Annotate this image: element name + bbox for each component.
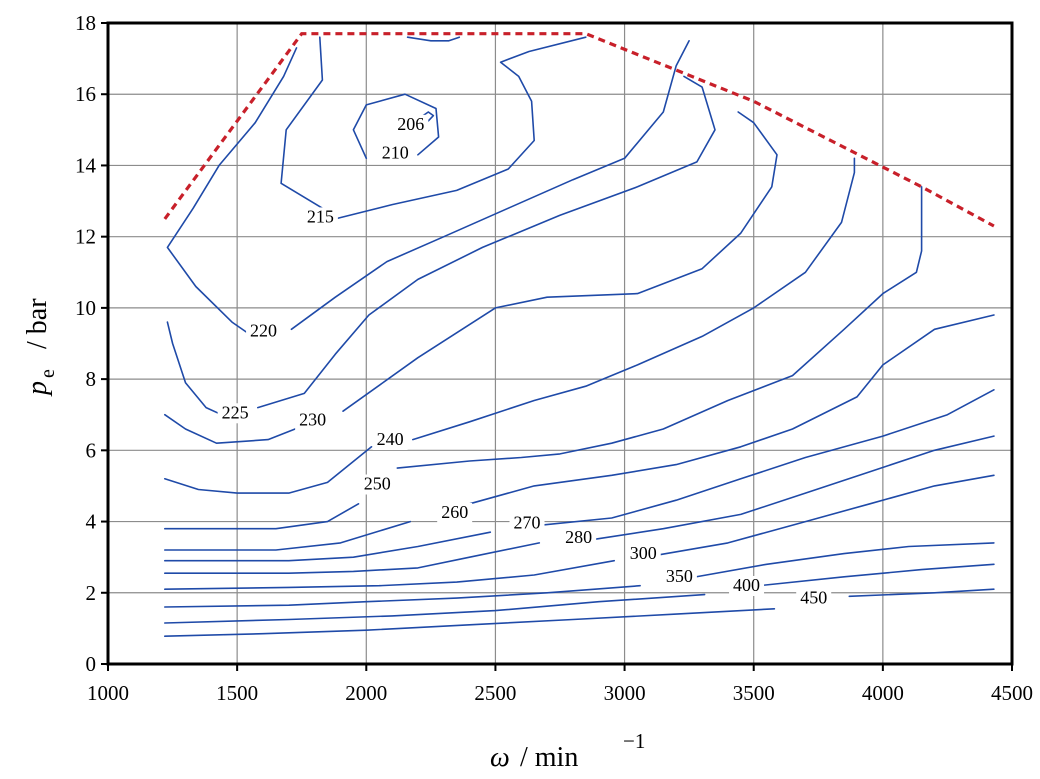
contour-label-350: 350 — [666, 566, 693, 586]
x-axis-symbol: ω — [490, 742, 510, 773]
contour-label-225: 225 — [222, 402, 249, 422]
x-axis-title: ω / min −1 — [490, 729, 645, 773]
contour-line-225 — [166, 321, 223, 416]
y-tick-label: 16 — [75, 82, 96, 106]
contour-line-300 — [164, 559, 615, 590]
contour-label-bg — [661, 567, 697, 588]
y-axis-symbol: p — [22, 381, 53, 397]
y-tick-label: 18 — [75, 11, 96, 35]
contour-line-260 — [164, 520, 411, 551]
contour-label-215: 215 — [307, 206, 334, 226]
y-axis-title: p e / bar — [22, 298, 59, 397]
contour-label-210: 210 — [382, 142, 409, 162]
x-axis-exponent: −1 — [623, 729, 645, 753]
contour-label-230: 230 — [299, 409, 326, 429]
x-tick-label: 2500 — [474, 681, 516, 705]
x-tick-label: 3000 — [604, 681, 646, 705]
contour-label-bg — [377, 143, 413, 164]
contour-line-220 — [290, 40, 690, 331]
contour-line-280 — [592, 435, 995, 541]
contour-label-bg — [302, 207, 338, 228]
contour-line-270 — [541, 389, 995, 526]
contour-line-260 — [468, 314, 995, 505]
contour-label-bg — [217, 403, 253, 424]
full-load-limit-line — [163, 32, 995, 228]
grid-lines — [107, 22, 1013, 665]
contour-line-450 — [164, 608, 776, 637]
contour-label-bg — [729, 575, 765, 596]
contour-line-225 — [257, 75, 716, 409]
contour-line-240 — [412, 157, 856, 441]
contour-line-250 — [164, 503, 360, 530]
y-tick-label: 0 — [86, 652, 97, 676]
contour-label-270: 270 — [514, 513, 541, 533]
y-tick-label: 8 — [86, 367, 97, 391]
contour-label-bg — [561, 527, 597, 548]
contour-label-280: 280 — [565, 527, 592, 547]
contour-line-215 — [406, 36, 461, 42]
contour-line-400 — [164, 593, 706, 624]
x-tick-label: 1000 — [87, 681, 129, 705]
x-tick-label: 3500 — [733, 681, 775, 705]
contour-line-240 — [164, 446, 373, 494]
y-tick-label: 4 — [86, 510, 97, 534]
contour-line-350 — [685, 542, 995, 580]
contour-label-bg — [359, 474, 395, 495]
contour-lines-layer: 206 210 215 220 225 230 240 250 260 270 280 300 350 4… — [164, 36, 995, 637]
contour-line-215 — [280, 36, 324, 209]
contour-label-450: 450 — [800, 587, 827, 607]
contour-line-220 — [166, 47, 298, 338]
contour-label-bg — [437, 502, 473, 523]
x-axis-unit: / min — [520, 742, 578, 773]
contour-label-240: 240 — [377, 429, 404, 449]
contour-line-215 — [334, 36, 587, 220]
contour-line-450 — [848, 588, 995, 598]
plot-frame — [106, 21, 1014, 666]
contour-label-bg — [625, 543, 661, 564]
contour-label-220: 220 — [250, 320, 277, 340]
contour-label-250: 250 — [364, 474, 391, 494]
contour-label-bg — [372, 429, 408, 450]
x-tick-label: 2000 — [345, 681, 387, 705]
y-tick-label: 6 — [86, 438, 97, 462]
contour-label-400: 400 — [733, 575, 760, 595]
contour-line-400 — [758, 563, 995, 587]
full-load-limit-layer — [163, 32, 995, 228]
contour-line-300 — [644, 474, 995, 558]
y-tick-label: 14 — [75, 153, 97, 177]
x-tick-label: 1500 — [216, 681, 258, 705]
contour-label-bg — [295, 410, 331, 431]
contour-line-270 — [164, 531, 492, 562]
contour-label-bg — [393, 114, 429, 135]
contour-line-230 — [164, 413, 324, 444]
contour-label-bg — [796, 588, 832, 609]
y-tick-label: 2 — [86, 581, 97, 605]
contour-line-350 — [164, 584, 641, 608]
y-axis-unit: / bar — [22, 298, 53, 349]
y-tick-label: 10 — [75, 296, 96, 320]
x-tick-label: 4500 — [991, 681, 1033, 705]
y-axis-subscript: e — [37, 369, 59, 378]
contour-label-260: 260 — [441, 502, 468, 522]
contour-line-280 — [164, 542, 541, 574]
contour-label-bg — [246, 321, 282, 342]
y-tick-label: 12 — [75, 225, 96, 249]
contour-label-206: 206 — [397, 114, 424, 134]
axis-ticks-layer: 1000 1500 2000 2500 3000 3500 4000 4500 0 2 4 6 8 10 1… — [75, 11, 1033, 705]
contour-label-300: 300 — [630, 543, 657, 563]
contour-line-210 — [352, 93, 440, 160]
contour-line-230 — [342, 111, 778, 412]
contour-label-bg — [509, 513, 545, 534]
x-tick-label: 4000 — [862, 681, 904, 705]
contour-line-250 — [396, 186, 923, 469]
